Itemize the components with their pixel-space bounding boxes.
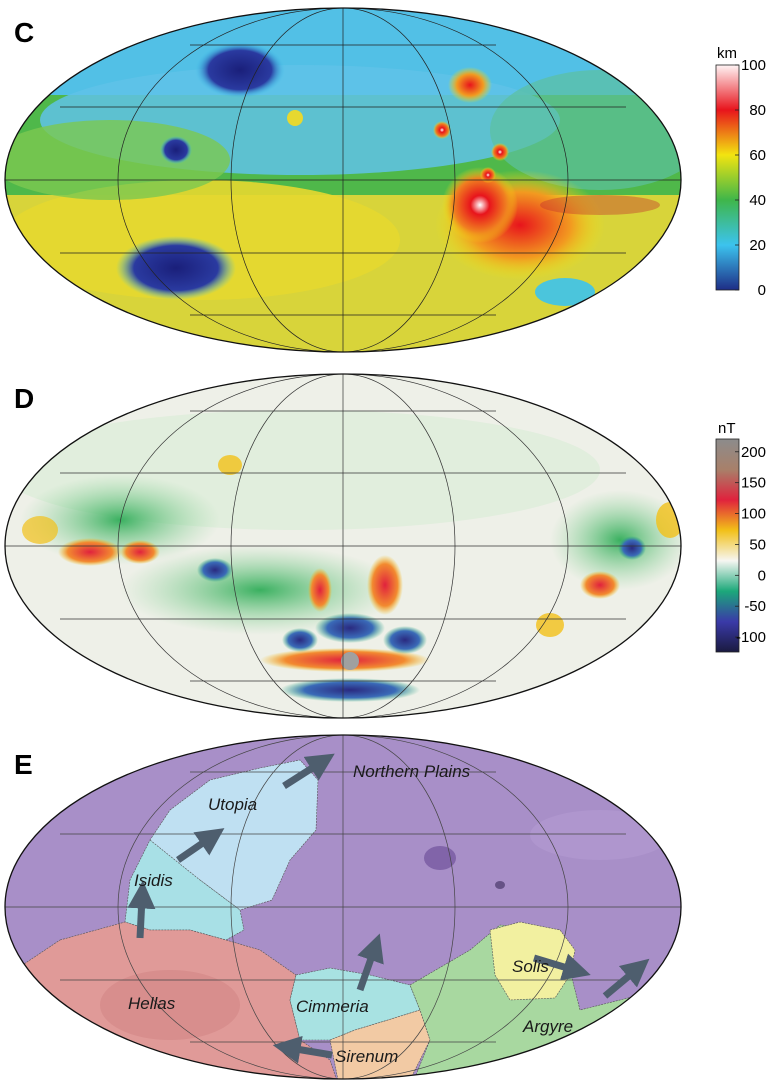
arrow-argyre xyxy=(602,958,650,999)
flow-arrows xyxy=(127,753,650,1064)
colorbar-d-bar xyxy=(715,438,740,653)
colorbar-d-tick-label: -50 xyxy=(744,598,766,615)
map-outline-e xyxy=(4,734,682,1080)
arrow-utopia-north xyxy=(282,753,335,789)
colorbar-d-tick-label: 200 xyxy=(741,444,766,461)
label-sirenum: Sirenum xyxy=(335,1047,398,1066)
arrow-cimmeria xyxy=(356,933,384,992)
colorbar-c: km 100 80 60 40 20 0 xyxy=(715,45,766,299)
label-solis: Solis xyxy=(512,957,549,976)
label-isidis: Isidis xyxy=(134,871,173,890)
colorbar-d-unit: nT xyxy=(718,420,736,437)
region-labels: Northern Plains Utopia Isidis Hellas Cim… xyxy=(128,762,573,1066)
colorbar-d-tick-label: 50 xyxy=(749,536,766,553)
label-argyre: Argyre xyxy=(522,1017,573,1036)
label-cimmeria: Cimmeria xyxy=(296,997,369,1016)
arrow-utopia xyxy=(176,828,225,863)
panel-d: D xyxy=(4,373,766,719)
colorbar-c-tick-label: 20 xyxy=(749,237,766,254)
colorbar-d-tick-label: 100 xyxy=(741,506,766,523)
map-outline-d xyxy=(4,373,682,719)
arrow-solis xyxy=(532,953,591,981)
colorbar-d: nT 200 150 100 50 0 -50 -100 xyxy=(715,420,766,653)
colorbar-c-bar xyxy=(715,64,740,291)
basin-region-map xyxy=(5,735,681,1079)
region-solis xyxy=(489,921,576,1001)
graticule-c xyxy=(5,7,681,353)
colorbar-c-tick-label: 0 xyxy=(758,282,766,299)
arrow-isidis xyxy=(127,880,156,939)
colorbar-c-tick-label: 60 xyxy=(749,147,766,164)
colorbar-d-tick-label: 0 xyxy=(758,567,766,584)
panel-e: E xyxy=(4,734,682,1080)
panel-c: C xyxy=(4,7,766,353)
label-northern-plains: Northern Plains xyxy=(353,762,471,781)
panel-letter-c: C xyxy=(14,17,34,48)
arrow-sirenum xyxy=(272,1035,333,1064)
map-outline-c xyxy=(4,7,682,353)
colorbar-c-unit: km xyxy=(717,45,737,62)
region-sirenum xyxy=(329,1009,431,1079)
panel-letter-e: E xyxy=(14,749,33,780)
colorbar-c-tick-label: 40 xyxy=(749,192,766,209)
colorbar-c-tick-label: 80 xyxy=(749,102,766,119)
colorbar-d-tick-label: -100 xyxy=(736,629,766,646)
panel-letter-d: D xyxy=(14,383,34,414)
colorbar-c-tick-label: 100 xyxy=(741,57,766,74)
label-utopia: Utopia xyxy=(208,795,257,814)
colorbar-d-tick-label: 150 xyxy=(741,475,766,492)
label-hellas: Hellas xyxy=(128,994,176,1013)
